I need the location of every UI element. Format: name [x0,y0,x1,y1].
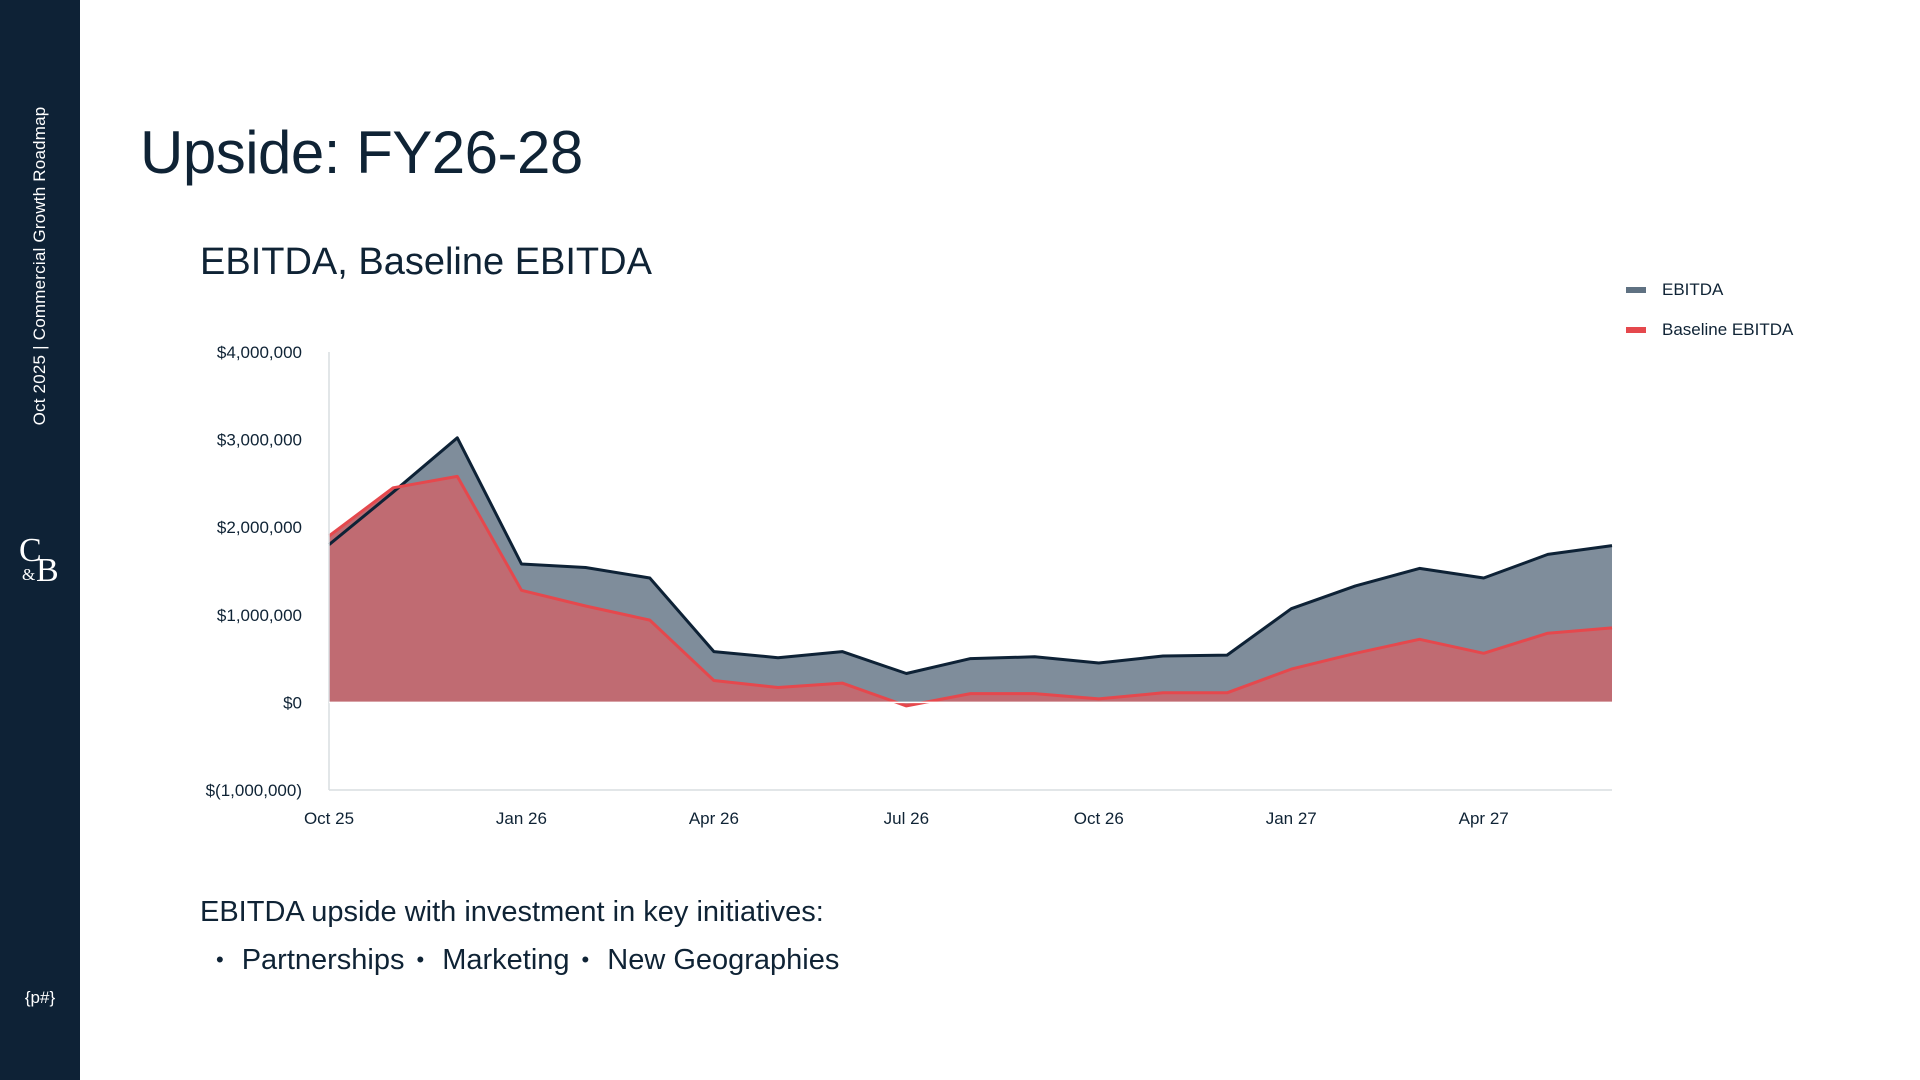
y-tick-label: $3,000,000 [217,431,302,450]
page-number: {p#} [24,988,56,1007]
legend-swatch-baseline-ebitda [1626,327,1646,333]
x-tick-label: Jan 26 [496,809,547,828]
logo-letter-b: B [36,552,59,589]
initiative-item: • New Geographies [582,938,840,982]
y-tick-label: $(1,000,000) [206,781,302,800]
x-tick-label: Jan 27 [1266,809,1317,828]
sidebar: Oct 2025|Commercial Growth Roadmap C & B… [0,0,80,1080]
logo-letter-c: C [19,532,42,569]
legend-label-ebitda: EBITDA [1662,280,1724,299]
initiative-item: • Partnerships [216,938,405,982]
initiative-item: • Marketing [417,938,570,982]
y-tick-label: $0 [283,693,302,712]
baseline-ebitda-line [328,474,1613,708]
chart-title: EBITDA, Baseline EBITDA [200,241,652,283]
x-tick-label: Apr 27 [1459,809,1509,828]
x-tick-label: Apr 26 [689,809,739,828]
initiatives-list: • Partnerships • Marketing • New Geographie… [200,938,851,982]
baseline-ebitda-area [329,476,1612,706]
x-tick-label: Oct 26 [1074,809,1124,828]
legend-swatch-ebitda [1626,287,1646,293]
brand-logo: C & B [16,534,64,590]
chart-legend: EBITDA Baseline EBITDA [1626,270,1793,350]
x-tick-label: Jul 26 [884,809,929,828]
legend-label-baseline-ebitda: Baseline EBITDA [1662,320,1794,339]
initiative-label: New Geographies [607,944,840,976]
x-tick-label: Oct 25 [304,809,354,828]
slide-title: Upside: FY26-28 [140,119,583,186]
legend-item-baseline-ebitda: Baseline EBITDA [1626,310,1793,350]
y-tick-label: $2,000,000 [217,518,302,537]
initiative-label: Partnerships [241,944,405,976]
legend-item-ebitda: EBITDA [1626,270,1793,310]
ebitda-line [328,436,1613,675]
y-tick-label: $1,000,000 [217,606,302,625]
y-tick-label: $4,000,000 [217,343,302,362]
summary: EBITDA upside with investment in key ini… [200,890,851,982]
initiative-label: Marketing [442,944,570,976]
summary-text: EBITDA upside with investment in key ini… [200,896,824,928]
logo-ampersand: & [22,565,36,584]
